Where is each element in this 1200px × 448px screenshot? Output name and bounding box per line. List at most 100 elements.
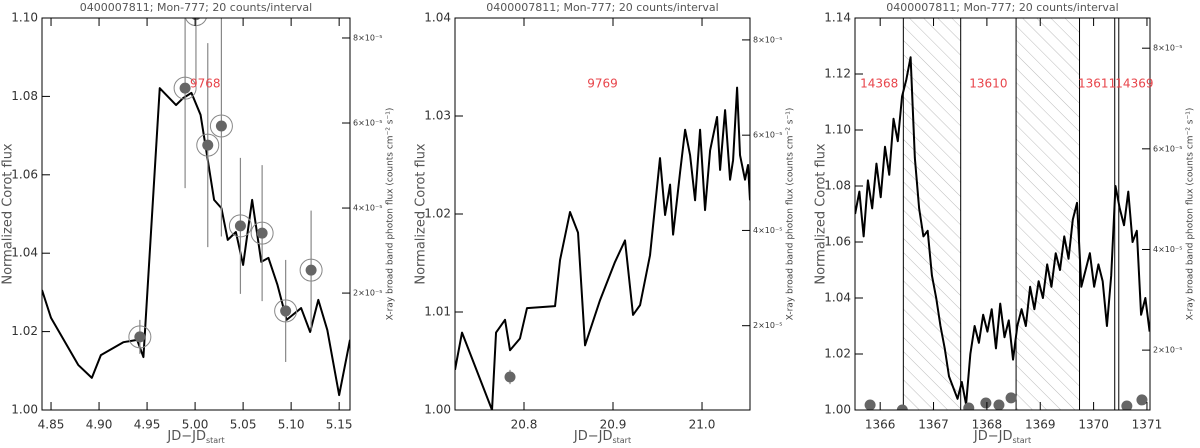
y-tick-label: 1.10: [824, 123, 851, 137]
y-tick-label: 1.02: [824, 347, 851, 361]
x-tick-label: 5.05: [230, 418, 257, 432]
xray-point: [963, 402, 975, 410]
x-axis-label: JD−JDstart: [973, 429, 1031, 445]
x-tick-label: 20.8: [511, 418, 538, 432]
point-ring: [184, 18, 207, 27]
y-tick-label: 1.00: [824, 403, 851, 417]
xray-point: [280, 305, 292, 317]
plot-area: [855, 18, 1150, 410]
y-axis-label: Normalized Corot flux: [1, 143, 16, 285]
xray-point: [215, 120, 227, 132]
plot-frame: [854, 17, 1151, 411]
plot-area: [455, 86, 750, 410]
xray-point: [179, 82, 191, 94]
x-tick-label: 21.0: [689, 418, 716, 432]
point-ring: [173, 76, 197, 100]
obs-id-label: 14369: [1115, 77, 1153, 91]
y-axis-label: Normalized Corot flux: [814, 143, 829, 285]
x-axis-label-main: JD−JD: [573, 429, 613, 444]
y-tick-label: 1.00: [11, 403, 38, 417]
xray-point: [234, 220, 246, 232]
xray-point: [980, 397, 992, 409]
x-tick-label: 4.95: [134, 418, 161, 432]
y-tick-label: 1.02: [11, 324, 38, 338]
x-axis-label-sub: start: [1012, 436, 1031, 445]
xray-point: [1005, 392, 1017, 404]
xray-point: [256, 227, 268, 239]
obs-id-label: 9769: [587, 77, 618, 91]
y2-tick-label: 2×10⁻⁵: [353, 289, 382, 298]
xray-point: [896, 404, 908, 410]
y2-tick-label: 8×10⁻⁵: [353, 33, 382, 42]
y2-tick-label: 6×10⁻⁵: [753, 131, 782, 140]
obs-id-label: 14368: [860, 77, 898, 91]
y2-tick-label: 2×10⁻⁵: [1153, 346, 1182, 355]
y-tick-label: 1.04: [824, 291, 851, 305]
x-tick-label: 4.85: [38, 418, 65, 432]
y2-axis-label: X-ray broad band photon flux (counts cm⁻…: [786, 108, 796, 321]
y2-tick-label: 4×10⁻⁵: [1153, 245, 1182, 254]
x-tick-label: 4.90: [86, 418, 113, 432]
gap-region: [1016, 18, 1080, 410]
x-axis-label: JD−JDstart: [166, 429, 224, 445]
y2-tick-label: 8×10⁻⁵: [1153, 44, 1182, 53]
y2-axis-label: X-ray broad band photon flux (counts cm⁻…: [386, 108, 396, 321]
x-tick-label: 1370: [1078, 418, 1109, 432]
flux-line: [455, 86, 750, 410]
y-tick-label: 1.06: [824, 235, 851, 249]
x-tick-label: 1368: [972, 418, 1003, 432]
xray-point: [191, 18, 201, 21]
xray-point: [864, 399, 876, 410]
xray-point: [993, 399, 1005, 410]
point-ring: [128, 325, 152, 349]
flux-line: [42, 87, 350, 397]
x-axis-label: JD−JDstart: [573, 429, 631, 445]
panel-title: 0400007811; Mon-777; 20 counts/interval: [80, 1, 312, 14]
point-ring: [250, 221, 274, 245]
gap-region: [903, 18, 961, 410]
x-axis-label-sub: start: [612, 436, 631, 445]
y-tick-label: 1.06: [11, 167, 38, 181]
x-tick-label: 1367: [918, 418, 949, 432]
x-tick-label: 5.10: [278, 418, 305, 432]
x-tick-label: 1371: [1132, 418, 1163, 432]
obs-id-label: 13611: [1078, 77, 1116, 91]
y-tick-label: 1.00: [424, 403, 451, 417]
x-tick-label: 20.9: [600, 418, 627, 432]
point-ring: [209, 114, 233, 138]
y2-tick-label: 4×10⁻⁵: [353, 204, 382, 213]
flux-line: [855, 56, 1150, 406]
x-axis-label-main: JD−JD: [166, 429, 206, 444]
xray-point: [134, 331, 146, 343]
y2-tick-label: 4×10⁻⁵: [753, 226, 782, 235]
y2-tick-label: 8×10⁻⁵: [753, 35, 782, 44]
x-tick-label: 1369: [1025, 418, 1056, 432]
y-tick-label: 1.14: [824, 11, 851, 25]
y-tick-label: 1.12: [824, 67, 851, 81]
xray-point: [504, 371, 516, 383]
xray-point: [1136, 394, 1148, 406]
x-axis-label-sub: start: [206, 436, 225, 445]
xray-point: [1121, 400, 1133, 410]
y-tick-label: 1.01: [424, 305, 451, 319]
xray-point: [305, 264, 317, 276]
y-tick-label: 1.10: [11, 11, 38, 25]
x-tick-label: 5.15: [326, 418, 353, 432]
y2-axis-label: X-ray broad band photon flux (counts cm⁻…: [1186, 108, 1196, 321]
panel-title: 0400007811; Mon-777; 20 counts/interval: [486, 1, 718, 14]
x-axis-label-main: JD−JD: [973, 429, 1013, 444]
y2-tick-label: 6×10⁻⁵: [353, 119, 382, 128]
x-tick-label: 5.00: [182, 418, 209, 432]
x-tick-label: 1366: [865, 418, 896, 432]
y-tick-label: 1.08: [824, 179, 851, 193]
plot-area: [42, 18, 350, 397]
y2-tick-label: 6×10⁻⁵: [1153, 144, 1182, 153]
plot-frame: [41, 17, 351, 411]
point-ring: [196, 133, 220, 157]
y-tick-label: 1.04: [424, 11, 451, 25]
y-tick-label: 1.02: [424, 207, 451, 221]
panel-title: 0400007811; Mon-777; 20 counts/interval: [886, 1, 1118, 14]
obs-id-label: 13610: [969, 77, 1007, 91]
xray-point: [202, 139, 214, 151]
